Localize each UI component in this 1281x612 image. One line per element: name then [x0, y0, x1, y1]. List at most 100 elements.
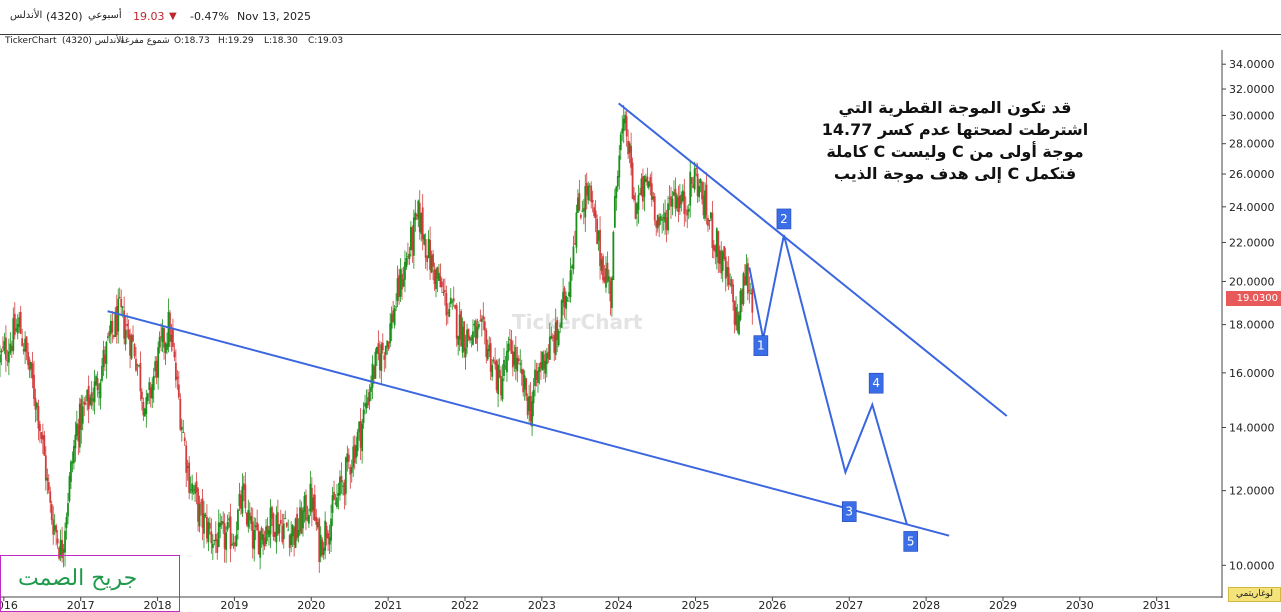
candle-body	[281, 525, 284, 542]
candle-body	[166, 343, 168, 350]
candle-body	[628, 143, 631, 153]
candle-body	[476, 326, 479, 339]
candle-body	[482, 315, 485, 320]
axes: 34.0000 32.0000 30.0000 28.0000 26.0000 24.00…	[0, 50, 1275, 612]
candle-body	[610, 277, 613, 308]
candle-body	[288, 535, 291, 549]
candle-body	[392, 310, 395, 322]
candle-body	[211, 543, 214, 549]
candle-body	[182, 431, 185, 433]
candle-body	[99, 382, 102, 399]
candle-body	[426, 255, 429, 262]
candles	[0, 104, 754, 573]
symbol-name[interactable]: الأندلس	[10, 10, 43, 21]
candle-body	[362, 409, 365, 424]
candle-body	[553, 334, 556, 353]
candle-body	[21, 338, 24, 347]
candle-body	[86, 389, 89, 402]
candle-body	[118, 297, 121, 299]
candle-body	[138, 365, 140, 367]
candle-body	[404, 261, 406, 280]
candle-body	[229, 516, 232, 549]
candle-body	[274, 531, 276, 537]
candle-body	[265, 526, 267, 544]
x-tick-label: 2026	[758, 599, 786, 612]
candle-body	[203, 513, 205, 534]
wave-labels: 1 2 3 4 5	[753, 208, 919, 552]
candle-body	[139, 362, 142, 392]
candle-body	[615, 186, 618, 199]
log-scale-button[interactable]: لوغاريتمي	[1228, 587, 1281, 602]
candle-body	[574, 243, 576, 245]
candle-body	[749, 293, 752, 295]
wave-label-box	[868, 372, 884, 394]
candle-body	[670, 196, 672, 207]
candle-body	[677, 197, 680, 212]
candle-body	[448, 308, 451, 317]
period-label[interactable]: أسبوعي	[88, 10, 122, 21]
candle-body	[642, 176, 644, 202]
candle-body	[593, 207, 596, 217]
candle-body	[584, 186, 587, 218]
candle-body	[98, 392, 100, 394]
candle-body	[36, 402, 38, 408]
candle-body	[135, 358, 137, 371]
candle-body	[735, 307, 737, 326]
candle-body	[689, 171, 692, 206]
candle-body	[727, 267, 730, 285]
candle-body	[132, 334, 134, 342]
candle-body	[421, 207, 424, 240]
candle-body	[105, 341, 108, 365]
candle-body	[58, 547, 61, 559]
candle-body	[87, 385, 90, 410]
candle-body	[278, 524, 281, 534]
candle-body	[195, 481, 198, 493]
x-tick-label: 2021	[374, 599, 402, 612]
candle-body	[736, 311, 739, 331]
candle-body	[353, 444, 356, 464]
candle-body	[198, 503, 201, 527]
candle-body	[540, 362, 542, 369]
candle-body	[712, 244, 715, 251]
candle-body	[587, 185, 590, 201]
candle-body	[658, 217, 661, 226]
candle-body	[470, 337, 473, 341]
candle-body	[463, 321, 465, 352]
candle-body	[566, 300, 569, 302]
candle-body	[352, 446, 355, 468]
candle-body	[268, 530, 270, 538]
candle-body	[550, 335, 553, 339]
candle-body	[522, 369, 525, 393]
candle-body	[194, 485, 196, 494]
wave-label: 2	[780, 212, 788, 226]
candle-body	[664, 212, 666, 223]
candle-body	[613, 196, 616, 228]
candle-body	[231, 543, 233, 546]
candle-body	[142, 401, 145, 416]
candle-body	[661, 219, 664, 221]
candle-body	[707, 218, 709, 226]
candle-body	[705, 184, 708, 216]
candle-body	[334, 502, 337, 505]
candle-body	[305, 494, 307, 521]
candle-body	[503, 359, 505, 376]
candle-body	[40, 432, 43, 439]
candle-body	[455, 305, 458, 339]
candle-body	[149, 387, 152, 399]
candle-body	[65, 516, 68, 528]
candle-body	[309, 483, 312, 512]
candle-body	[667, 203, 669, 231]
candle-body	[108, 331, 111, 337]
candle-body	[378, 353, 381, 370]
candle-body	[260, 527, 263, 541]
candle-body	[112, 335, 115, 337]
candle-body	[263, 537, 266, 547]
candle-body	[433, 269, 436, 285]
candle-body	[393, 308, 396, 326]
candle-body	[398, 275, 400, 297]
candle-body	[6, 360, 9, 362]
y-tick-label: 10.0000	[1229, 559, 1275, 572]
candle-body	[324, 520, 327, 551]
candle-body	[133, 344, 136, 357]
